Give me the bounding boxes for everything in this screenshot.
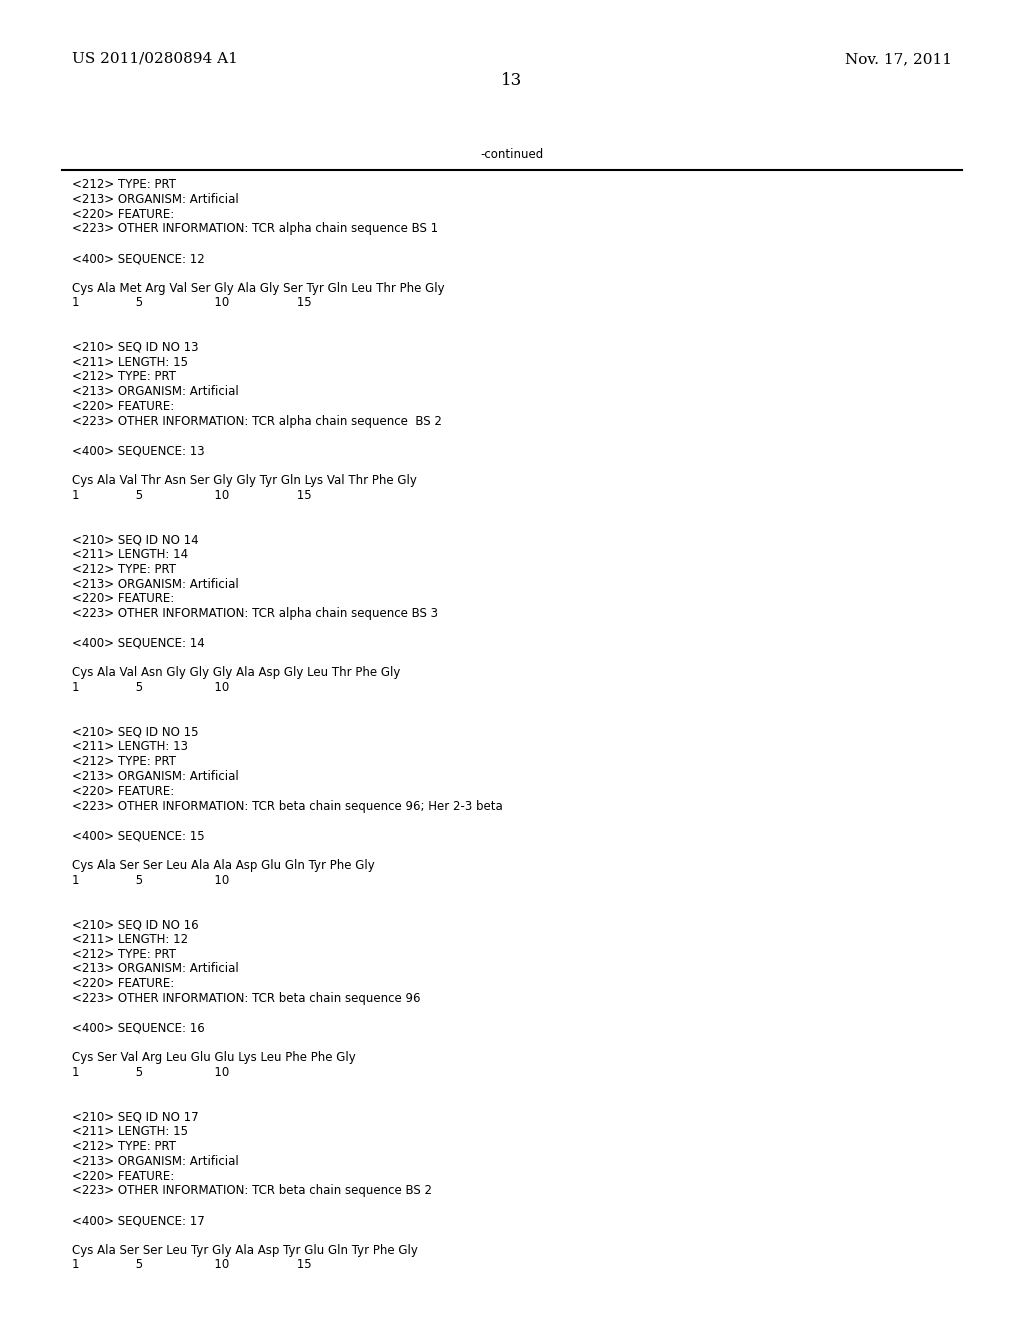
Text: <220> FEATURE:: <220> FEATURE: [72,400,174,413]
Text: Cys Ser Val Arg Leu Glu Glu Lys Leu Phe Phe Gly: Cys Ser Val Arg Leu Glu Glu Lys Leu Phe … [72,1051,355,1064]
Text: <223> OTHER INFORMATION: TCR beta chain sequence BS 2: <223> OTHER INFORMATION: TCR beta chain … [72,1184,432,1197]
Text: <211> LENGTH: 12: <211> LENGTH: 12 [72,933,188,946]
Text: <212> TYPE: PRT: <212> TYPE: PRT [72,371,176,383]
Text: <400> SEQUENCE: 12: <400> SEQUENCE: 12 [72,252,205,265]
Text: <210> SEQ ID NO 16: <210> SEQ ID NO 16 [72,917,199,931]
Text: <223> OTHER INFORMATION: TCR alpha chain sequence BS 3: <223> OTHER INFORMATION: TCR alpha chain… [72,607,438,620]
Text: <212> TYPE: PRT: <212> TYPE: PRT [72,755,176,768]
Text: <213> ORGANISM: Artificial: <213> ORGANISM: Artificial [72,770,239,783]
Text: <400> SEQUENCE: 13: <400> SEQUENCE: 13 [72,445,205,458]
Text: Cys Ala Met Arg Val Ser Gly Ala Gly Ser Tyr Gln Leu Thr Phe Gly: Cys Ala Met Arg Val Ser Gly Ala Gly Ser … [72,281,444,294]
Text: <213> ORGANISM: Artificial: <213> ORGANISM: Artificial [72,962,239,975]
Text: <213> ORGANISM: Artificial: <213> ORGANISM: Artificial [72,578,239,590]
Text: Cys Ala Ser Ser Leu Tyr Gly Ala Asp Tyr Glu Gln Tyr Phe Gly: Cys Ala Ser Ser Leu Tyr Gly Ala Asp Tyr … [72,1243,418,1257]
Text: <211> LENGTH: 14: <211> LENGTH: 14 [72,548,188,561]
Text: 1               5                   10                  15: 1 5 10 15 [72,488,311,502]
Text: <212> TYPE: PRT: <212> TYPE: PRT [72,562,176,576]
Text: <210> SEQ ID NO 14: <210> SEQ ID NO 14 [72,533,199,546]
Text: <210> SEQ ID NO 17: <210> SEQ ID NO 17 [72,1110,199,1123]
Text: <211> LENGTH: 15: <211> LENGTH: 15 [72,355,188,368]
Text: 1               5                   10                  15: 1 5 10 15 [72,1258,311,1271]
Text: US 2011/0280894 A1: US 2011/0280894 A1 [72,51,238,66]
Text: <212> TYPE: PRT: <212> TYPE: PRT [72,178,176,191]
Text: <223> OTHER INFORMATION: TCR alpha chain sequence BS 1: <223> OTHER INFORMATION: TCR alpha chain… [72,222,438,235]
Text: <220> FEATURE:: <220> FEATURE: [72,785,174,797]
Text: Cys Ala Ser Ser Leu Ala Ala Asp Glu Gln Tyr Phe Gly: Cys Ala Ser Ser Leu Ala Ala Asp Glu Gln … [72,859,375,871]
Text: <220> FEATURE:: <220> FEATURE: [72,207,174,220]
Text: <400> SEQUENCE: 17: <400> SEQUENCE: 17 [72,1214,205,1228]
Text: <211> LENGTH: 15: <211> LENGTH: 15 [72,1125,188,1138]
Text: 13: 13 [502,73,522,88]
Text: <210> SEQ ID NO 13: <210> SEQ ID NO 13 [72,341,199,354]
Text: 1               5                   10: 1 5 10 [72,874,229,887]
Text: 1               5                   10: 1 5 10 [72,681,229,694]
Text: <213> ORGANISM: Artificial: <213> ORGANISM: Artificial [72,385,239,399]
Text: <223> OTHER INFORMATION: TCR beta chain sequence 96; Her 2-3 beta: <223> OTHER INFORMATION: TCR beta chain … [72,800,503,813]
Text: 1               5                   10: 1 5 10 [72,1067,229,1078]
Text: <400> SEQUENCE: 15: <400> SEQUENCE: 15 [72,829,205,842]
Text: <212> TYPE: PRT: <212> TYPE: PRT [72,1140,176,1152]
Text: <400> SEQUENCE: 16: <400> SEQUENCE: 16 [72,1022,205,1035]
Text: <211> LENGTH: 13: <211> LENGTH: 13 [72,741,188,754]
Text: -continued: -continued [480,148,544,161]
Text: <223> OTHER INFORMATION: TCR alpha chain sequence  BS 2: <223> OTHER INFORMATION: TCR alpha chain… [72,414,442,428]
Text: 1               5                   10                  15: 1 5 10 15 [72,297,311,309]
Text: <212> TYPE: PRT: <212> TYPE: PRT [72,948,176,961]
Text: <400> SEQUENCE: 14: <400> SEQUENCE: 14 [72,636,205,649]
Text: <213> ORGANISM: Artificial: <213> ORGANISM: Artificial [72,193,239,206]
Text: <223> OTHER INFORMATION: TCR beta chain sequence 96: <223> OTHER INFORMATION: TCR beta chain … [72,993,421,1005]
Text: Cys Ala Val Asn Gly Gly Gly Ala Asp Gly Leu Thr Phe Gly: Cys Ala Val Asn Gly Gly Gly Ala Asp Gly … [72,667,400,680]
Text: <220> FEATURE:: <220> FEATURE: [72,977,174,990]
Text: <220> FEATURE:: <220> FEATURE: [72,1170,174,1183]
Text: Nov. 17, 2011: Nov. 17, 2011 [845,51,952,66]
Text: <210> SEQ ID NO 15: <210> SEQ ID NO 15 [72,726,199,739]
Text: Cys Ala Val Thr Asn Ser Gly Gly Tyr Gln Lys Val Thr Phe Gly: Cys Ala Val Thr Asn Ser Gly Gly Tyr Gln … [72,474,417,487]
Text: <213> ORGANISM: Artificial: <213> ORGANISM: Artificial [72,1155,239,1168]
Text: <220> FEATURE:: <220> FEATURE: [72,593,174,606]
